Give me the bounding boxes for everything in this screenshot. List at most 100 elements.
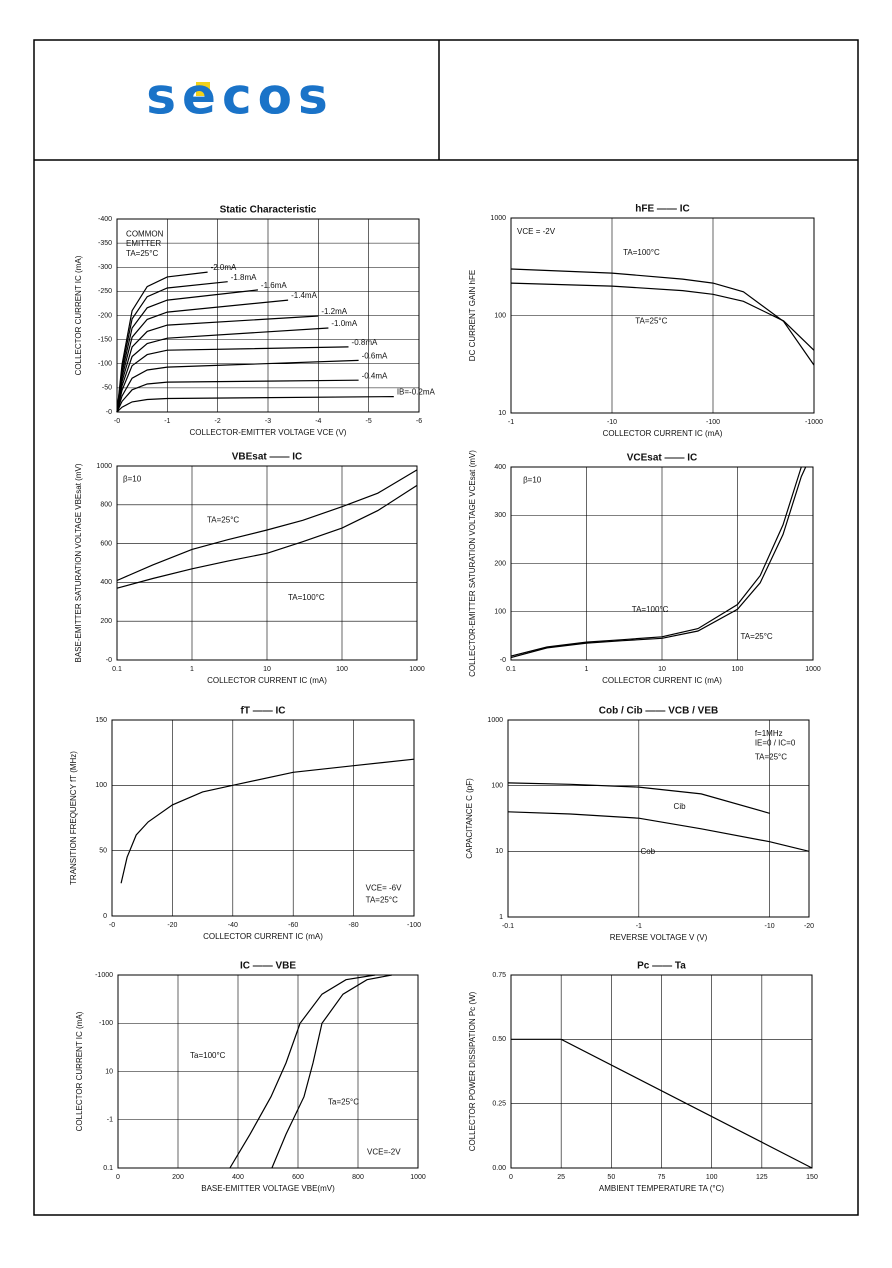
chart-title: VCEsat —— IC <box>627 453 698 464</box>
annotation: Cob <box>640 847 655 856</box>
curve <box>511 1038 813 1169</box>
x-tick-label: 100 <box>706 1174 718 1181</box>
y-tick-label: 0.1 <box>103 1165 113 1172</box>
y-axis-label: TRANSITION FREQUENCY fT (MHz) <box>69 751 78 885</box>
annotation: TA=100°C <box>632 605 669 614</box>
x-tick-label: -20 <box>804 923 814 930</box>
curve <box>116 396 394 413</box>
curve-label: -2.0mA <box>211 263 237 272</box>
y-tick-label: 100 <box>491 783 503 790</box>
y-tick-label: 1000 <box>490 215 506 222</box>
y-tick-label: 200 <box>100 618 112 625</box>
chart-title: Pc —— Ta <box>637 961 686 972</box>
chart-title: IC —— VBE <box>240 961 296 972</box>
x-tick-label: -100 <box>407 922 421 929</box>
x-tick-label: 600 <box>292 1174 304 1181</box>
curve <box>510 466 802 657</box>
curve-label: -1.6mA <box>261 281 287 290</box>
x-tick-label: -1 <box>636 923 642 930</box>
x-tick-label: -3 <box>265 418 271 425</box>
x-tick-label: 10 <box>658 666 666 673</box>
y-axis-label: DC CURRENT GAIN hFE <box>468 270 477 361</box>
annotation: TA=25°C <box>366 895 398 904</box>
x-tick-label: -6 <box>416 418 422 425</box>
annotation: β=10 <box>123 475 142 484</box>
curve-label: -0.8mA <box>352 338 378 347</box>
chart-title: VBEsat —— IC <box>232 452 303 463</box>
curve <box>507 811 810 852</box>
y-tick-label: -100 <box>99 1020 113 1027</box>
y-tick-label: -0 <box>106 409 112 416</box>
y-tick-label: -50 <box>102 385 112 392</box>
y-tick-label: 150 <box>95 717 107 724</box>
y-tick-label: 100 <box>95 782 107 789</box>
chart-title: fT —— IC <box>241 706 286 717</box>
x-axis-label: COLLECTOR-EMITTER VOLTAGE VCE (V) <box>190 428 347 437</box>
y-tick-label: 10 <box>105 1068 113 1075</box>
y-tick-label: 1000 <box>487 717 503 724</box>
y-tick-label: 1000 <box>96 463 112 470</box>
y-tick-label: -1000 <box>95 972 113 979</box>
y-tick-label: -250 <box>98 288 112 295</box>
x-tick-label: -10 <box>765 923 775 930</box>
curve <box>510 282 815 351</box>
curve-label: -0.4mA <box>362 371 388 380</box>
x-tick-label: -10 <box>607 419 617 426</box>
x-tick-label: 50 <box>607 1174 615 1181</box>
y-tick-label: 100 <box>494 609 506 616</box>
x-tick-label: 0.1 <box>112 666 122 673</box>
x-tick-label: -2 <box>215 418 221 425</box>
annotation: COMMON <box>126 230 164 239</box>
y-tick-label: -0 <box>106 657 112 664</box>
x-tick-label: 75 <box>658 1174 666 1181</box>
curve <box>271 974 393 1169</box>
x-axis-label: COLLECTOR CURRENT IC (mA) <box>603 429 723 438</box>
x-tick-label: 1 <box>190 666 194 673</box>
y-tick-label: 800 <box>100 502 112 509</box>
x-tick-label: 1 <box>585 666 589 673</box>
annotation: EMITTER <box>126 239 161 248</box>
x-tick-label: 10 <box>263 666 271 673</box>
curve-label: IB=-0.2mA <box>397 388 436 397</box>
x-axis-label: AMBIENT TEMPERATURE TA (°C) <box>599 1184 724 1193</box>
y-tick-label: 600 <box>100 540 112 547</box>
y-tick-label: 0.50 <box>492 1036 506 1043</box>
x-tick-label: -0 <box>114 418 120 425</box>
annotation: TA=100°C <box>623 248 660 257</box>
y-tick-label: -400 <box>98 216 112 223</box>
x-tick-label: -4 <box>315 418 321 425</box>
x-tick-label: -1 <box>164 418 170 425</box>
curve-label: -0.6mA <box>362 351 388 360</box>
curve <box>116 299 289 413</box>
curve-label: -1.8mA <box>231 273 257 282</box>
y-tick-label: -1 <box>107 1117 113 1124</box>
x-tick-label: -1000 <box>805 419 823 426</box>
annotation: IE=0 / IC=0 <box>755 739 796 748</box>
y-axis-label: COLLECTOR POWER DISSIPATION Pc (W) <box>468 991 477 1151</box>
y-axis-label: COLLECTOR CURRENT IC (mA) <box>75 1011 84 1131</box>
x-tick-label: -40 <box>228 922 238 929</box>
x-tick-label: -5 <box>366 418 372 425</box>
x-tick-label: 1000 <box>409 666 425 673</box>
y-tick-label: 200 <box>494 560 506 567</box>
annotation: VCE=-2V <box>367 1148 401 1157</box>
curve <box>116 281 228 413</box>
x-tick-label: 100 <box>336 666 348 673</box>
y-tick-label: 400 <box>100 579 112 586</box>
annotation: Cib <box>674 802 687 811</box>
annotation: TA=100°C <box>288 593 325 602</box>
annotation: Ta=25°C <box>328 1097 359 1106</box>
y-tick-label: 400 <box>494 464 506 471</box>
y-tick-label: -350 <box>98 240 112 247</box>
curve <box>116 271 208 413</box>
y-tick-label: -100 <box>98 361 112 368</box>
x-tick-label: -100 <box>706 419 720 426</box>
curve <box>116 379 359 413</box>
y-tick-label: -300 <box>98 264 112 271</box>
curve-label: -1.4mA <box>291 291 317 300</box>
y-axis-label: CAPACITANCE C (pF) <box>465 778 474 859</box>
y-tick-label: 1 <box>499 914 503 921</box>
x-axis-label: COLLECTOR CURRENT IC (mA) <box>602 676 722 685</box>
y-tick-label: 10 <box>498 410 506 417</box>
curve <box>116 469 418 582</box>
